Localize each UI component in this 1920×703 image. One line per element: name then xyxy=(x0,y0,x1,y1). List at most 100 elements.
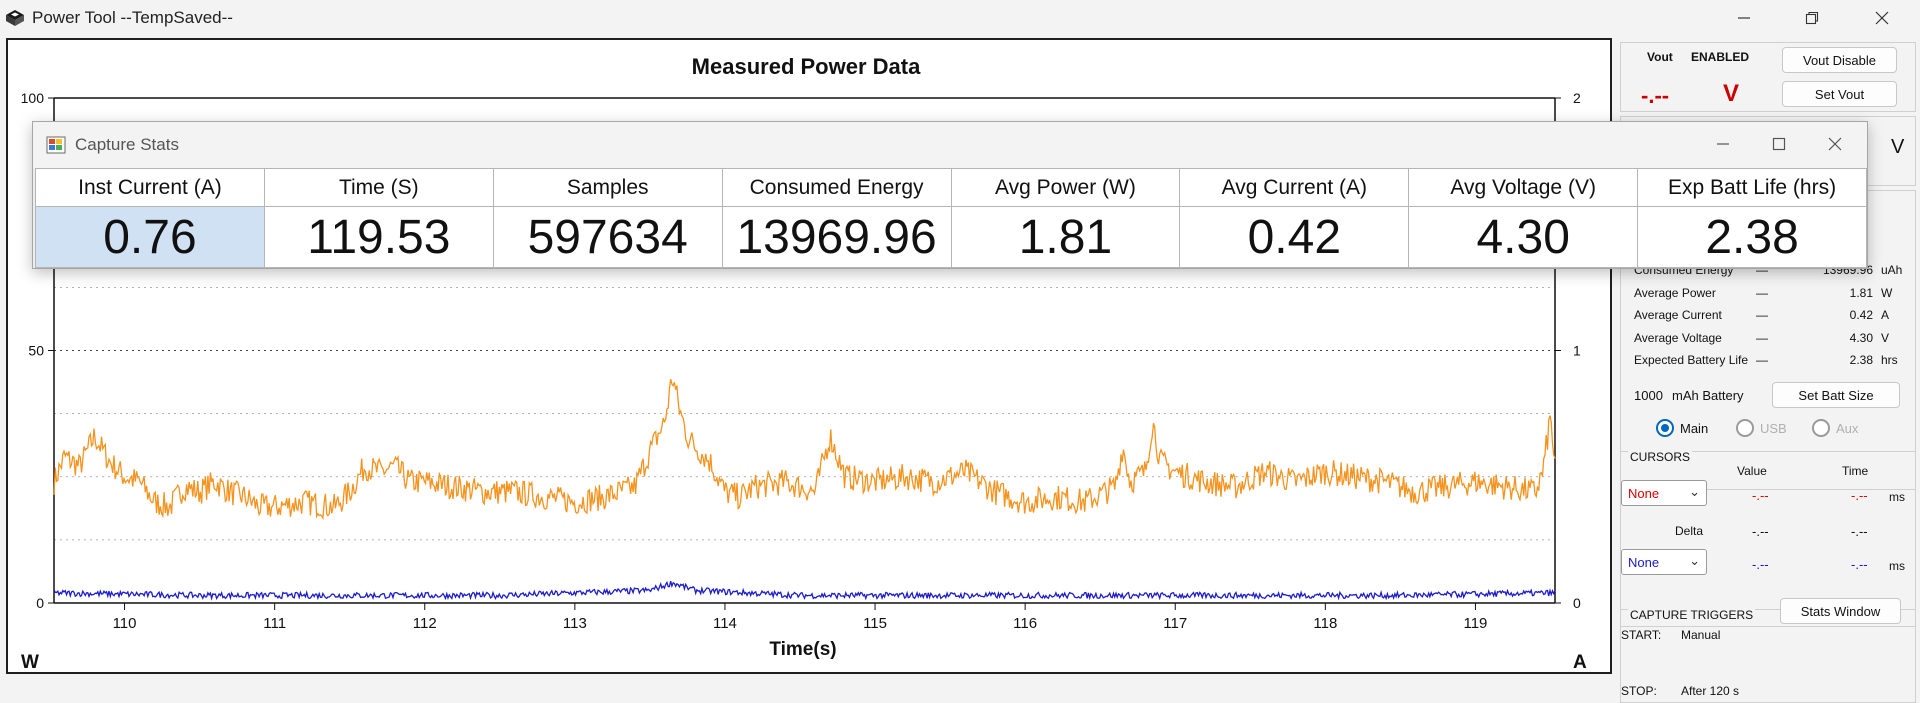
maximize-icon xyxy=(1772,137,1786,151)
chevron-down-icon: ⌄ xyxy=(1689,553,1700,568)
x-tick-label: 117 xyxy=(1163,615,1187,632)
stats-row-dash: — xyxy=(1756,330,1768,345)
value-inst-current[interactable]: 0.76 xyxy=(35,206,265,268)
cursor2-value: -.-- xyxy=(1752,557,1769,572)
vout-reading: -.-- xyxy=(1641,83,1670,108)
cursor1-select[interactable]: None ⌄ xyxy=(1621,480,1707,506)
stats-maximize-button[interactable] xyxy=(1751,128,1807,160)
power-trace-line xyxy=(53,379,1556,521)
header-avg-voltage: Avg Voltage (V) xyxy=(1408,168,1639,207)
vout-group xyxy=(1620,42,1916,112)
capture-stats-title: Capture Stats xyxy=(75,135,179,154)
app-logo-icon xyxy=(6,10,24,26)
stats-row-unit: uAh xyxy=(1881,263,1903,277)
close-icon xyxy=(1875,11,1889,25)
left-tick-label: 50 xyxy=(28,343,44,359)
stats-row-unit: hrs xyxy=(1881,353,1898,367)
radio-main[interactable] xyxy=(1656,419,1674,437)
vout-label: Vout xyxy=(1647,50,1673,64)
header-avg-current: Avg Current (A) xyxy=(1179,168,1410,207)
header-avg-power: Avg Power (W) xyxy=(950,168,1181,207)
value-exp-batt-life[interactable]: 2.38 xyxy=(1637,206,1867,268)
stats-row-dash: — xyxy=(1756,353,1768,367)
header-consumed-energy: Consumed Energy xyxy=(721,168,952,207)
header-exp-batt-life: Exp Batt Life (hrs) xyxy=(1637,168,1867,207)
x-tick-label: 116 xyxy=(1013,615,1037,632)
current-trace-line xyxy=(53,580,1556,601)
stop-label: STOP: xyxy=(1621,684,1657,698)
stats-row-value: 1.81 xyxy=(1849,285,1873,300)
minimize-icon xyxy=(1738,17,1750,19)
window-title: Power Tool --TempSaved-- xyxy=(32,8,233,27)
chart-series xyxy=(53,379,1556,601)
cursor1-select-value: None xyxy=(1628,485,1660,501)
cursor2-select-value: None xyxy=(1628,554,1660,570)
window-app-icon xyxy=(46,136,66,154)
right-axis-unit: A xyxy=(1573,652,1587,673)
triggers-title: CAPTURE TRIGGERS xyxy=(1628,608,1756,622)
capture-stats-window[interactable]: Capture Stats Inst Current (A) Time (S) … xyxy=(32,121,1868,269)
value-consumed-energy[interactable]: 13969.96 xyxy=(721,206,952,268)
capture-stats-titlebar[interactable]: Capture Stats xyxy=(33,122,1867,168)
left-tick-label: 0 xyxy=(36,595,44,611)
close-button[interactable] xyxy=(1854,2,1910,34)
stats-window-button[interactable]: Stats Window xyxy=(1780,598,1901,624)
stats-row-value: 4.30 xyxy=(1849,330,1873,345)
vout-unit: V xyxy=(1723,80,1740,107)
value-avg-voltage[interactable]: 4.30 xyxy=(1408,206,1639,268)
stats-row-dash: — xyxy=(1756,285,1768,300)
x-tick-label: 112 xyxy=(413,615,437,632)
value-avg-power[interactable]: 1.81 xyxy=(950,206,1181,268)
minimize-icon xyxy=(1717,143,1729,145)
stats-row-value: 2.38 xyxy=(1849,353,1873,367)
radio-main-label: Main xyxy=(1680,421,1709,436)
radio-usb-label: USB xyxy=(1760,421,1787,436)
x-tick-label: 113 xyxy=(563,615,587,632)
cursors-title: CURSORS xyxy=(1628,450,1693,464)
x-tick-label: 118 xyxy=(1313,615,1337,632)
chevron-down-icon: ⌄ xyxy=(1689,484,1700,499)
radio-aux[interactable] xyxy=(1812,419,1830,437)
delta-label: Delta xyxy=(1675,524,1704,538)
right-tick-label: 0 xyxy=(1573,595,1581,611)
stats-row-label: Expected Battery Life xyxy=(1634,353,1749,367)
value-time[interactable]: 119.53 xyxy=(263,206,494,268)
stats-minimize-button[interactable] xyxy=(1695,128,1751,160)
value-samples[interactable]: 597634 xyxy=(492,206,723,268)
stats-row-unit: W xyxy=(1881,285,1893,300)
minimize-button[interactable] xyxy=(1716,2,1772,34)
x-tick-label: 115 xyxy=(863,615,887,632)
vout-disable-button[interactable]: Vout Disable xyxy=(1782,47,1897,73)
stats-row-unit: V xyxy=(1881,330,1890,345)
delta-value: -.-- xyxy=(1752,524,1769,539)
value-avg-current[interactable]: 0.42 xyxy=(1179,206,1410,268)
cursors-value-header: Value xyxy=(1737,464,1767,478)
set-batt-size-button[interactable]: Set Batt Size xyxy=(1772,382,1900,408)
restore-icon xyxy=(1805,11,1819,25)
cursor2-select[interactable]: None ⌄ xyxy=(1621,549,1707,575)
x-tick-label: 111 xyxy=(263,615,286,632)
close-icon xyxy=(1828,137,1842,151)
battery-size-value: 1000 xyxy=(1634,388,1663,403)
stats-row-value: 0.42 xyxy=(1849,308,1873,322)
radio-aux-label: Aux xyxy=(1836,421,1859,436)
stats-close-button[interactable] xyxy=(1807,128,1863,160)
left-tick-label: 100 xyxy=(21,90,45,106)
stats-row-unit: A xyxy=(1881,308,1890,322)
header-time: Time (S) xyxy=(263,168,494,207)
stats-row-label: Average Voltage xyxy=(1634,330,1722,345)
stats-value-row: 0.76 119.53 597634 13969.96 1.81 0.42 4.… xyxy=(35,206,1867,268)
right-tick-label: 1 xyxy=(1573,343,1581,359)
start-label: START: xyxy=(1621,628,1662,642)
cursor2-unit: ms xyxy=(1889,559,1905,573)
cursor2-time: -.-- xyxy=(1851,557,1868,572)
restore-button[interactable] xyxy=(1784,2,1840,34)
capture-stats-table: Inst Current (A) Time (S) Samples Consum… xyxy=(35,168,1867,268)
hidden-button-fragment: V xyxy=(1891,136,1905,158)
cursors-group xyxy=(1620,451,1916,627)
cursors-time-header: Time xyxy=(1842,464,1869,478)
cursor1-time: -.-- xyxy=(1851,488,1868,503)
radio-usb[interactable] xyxy=(1736,419,1754,437)
set-vout-button[interactable]: Set Vout xyxy=(1782,81,1897,107)
